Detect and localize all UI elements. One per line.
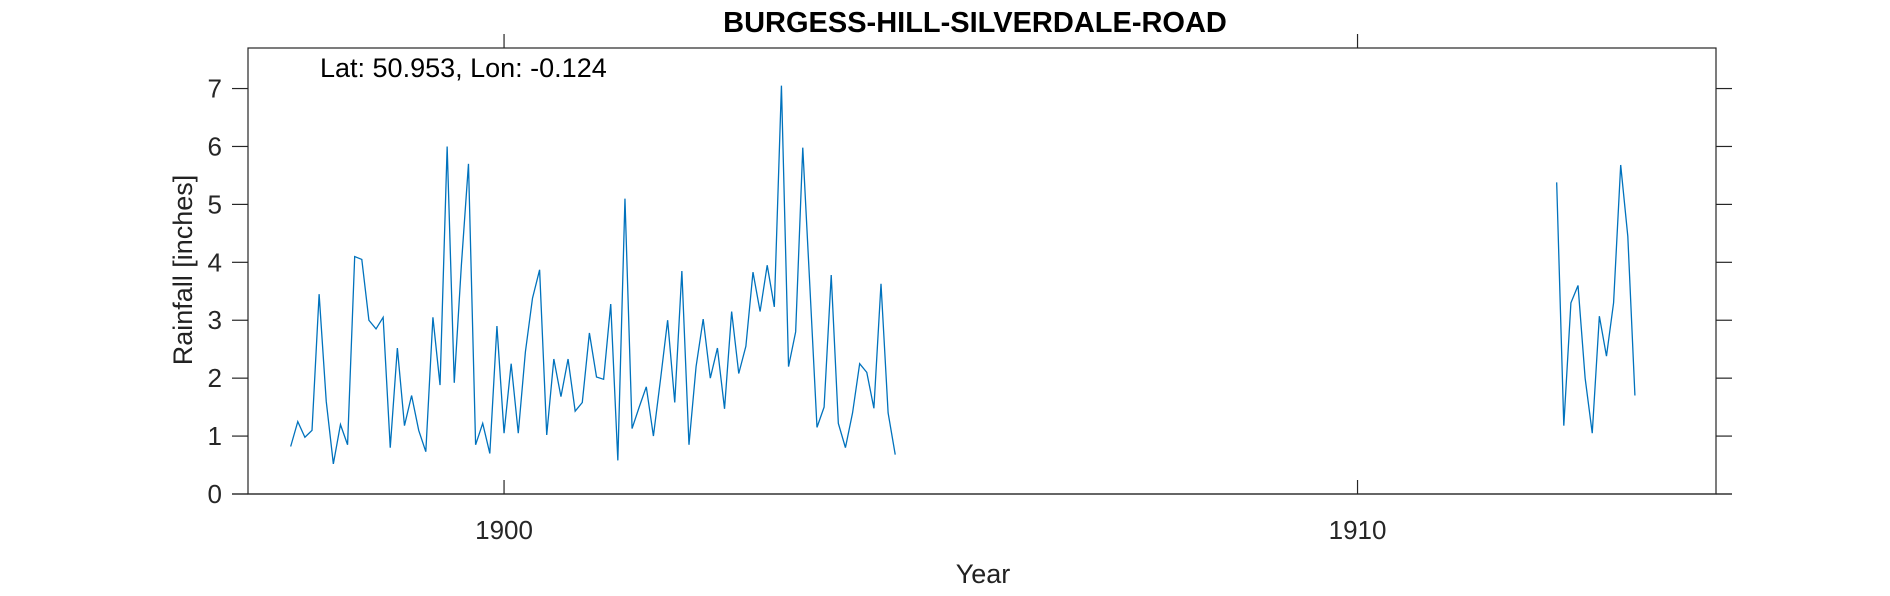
y-tick-label: 5 <box>208 189 222 219</box>
location-annotation: Lat: 50.953, Lon: -0.124 <box>320 53 607 83</box>
ticks: 0 1 2 3 4 5 6 7 1900 1910 <box>208 34 1732 545</box>
rainfall-series-line <box>1556 164 1636 434</box>
axes <box>247 47 1717 495</box>
y-tick-label: 6 <box>208 131 222 161</box>
x-axis-label: Year <box>956 559 1011 589</box>
y-tick-label: 4 <box>208 247 222 277</box>
y-axis-label: Rainfall [inches] <box>168 175 198 366</box>
series-layer <box>290 85 1636 464</box>
y-tick-label: 0 <box>208 479 222 509</box>
y-tick-label: 7 <box>208 74 222 104</box>
y-tick-label: 2 <box>208 363 222 393</box>
plot-box <box>247 47 1717 495</box>
rainfall-series-line <box>290 85 896 464</box>
y-tick-label: 3 <box>208 305 222 335</box>
y-tick-label: 1 <box>208 421 222 451</box>
x-tick-label: 1910 <box>1329 515 1387 545</box>
chart-title: BURGESS-HILL-SILVERDALE-ROAD <box>723 7 1227 39</box>
x-tick-label: 1900 <box>475 515 533 545</box>
